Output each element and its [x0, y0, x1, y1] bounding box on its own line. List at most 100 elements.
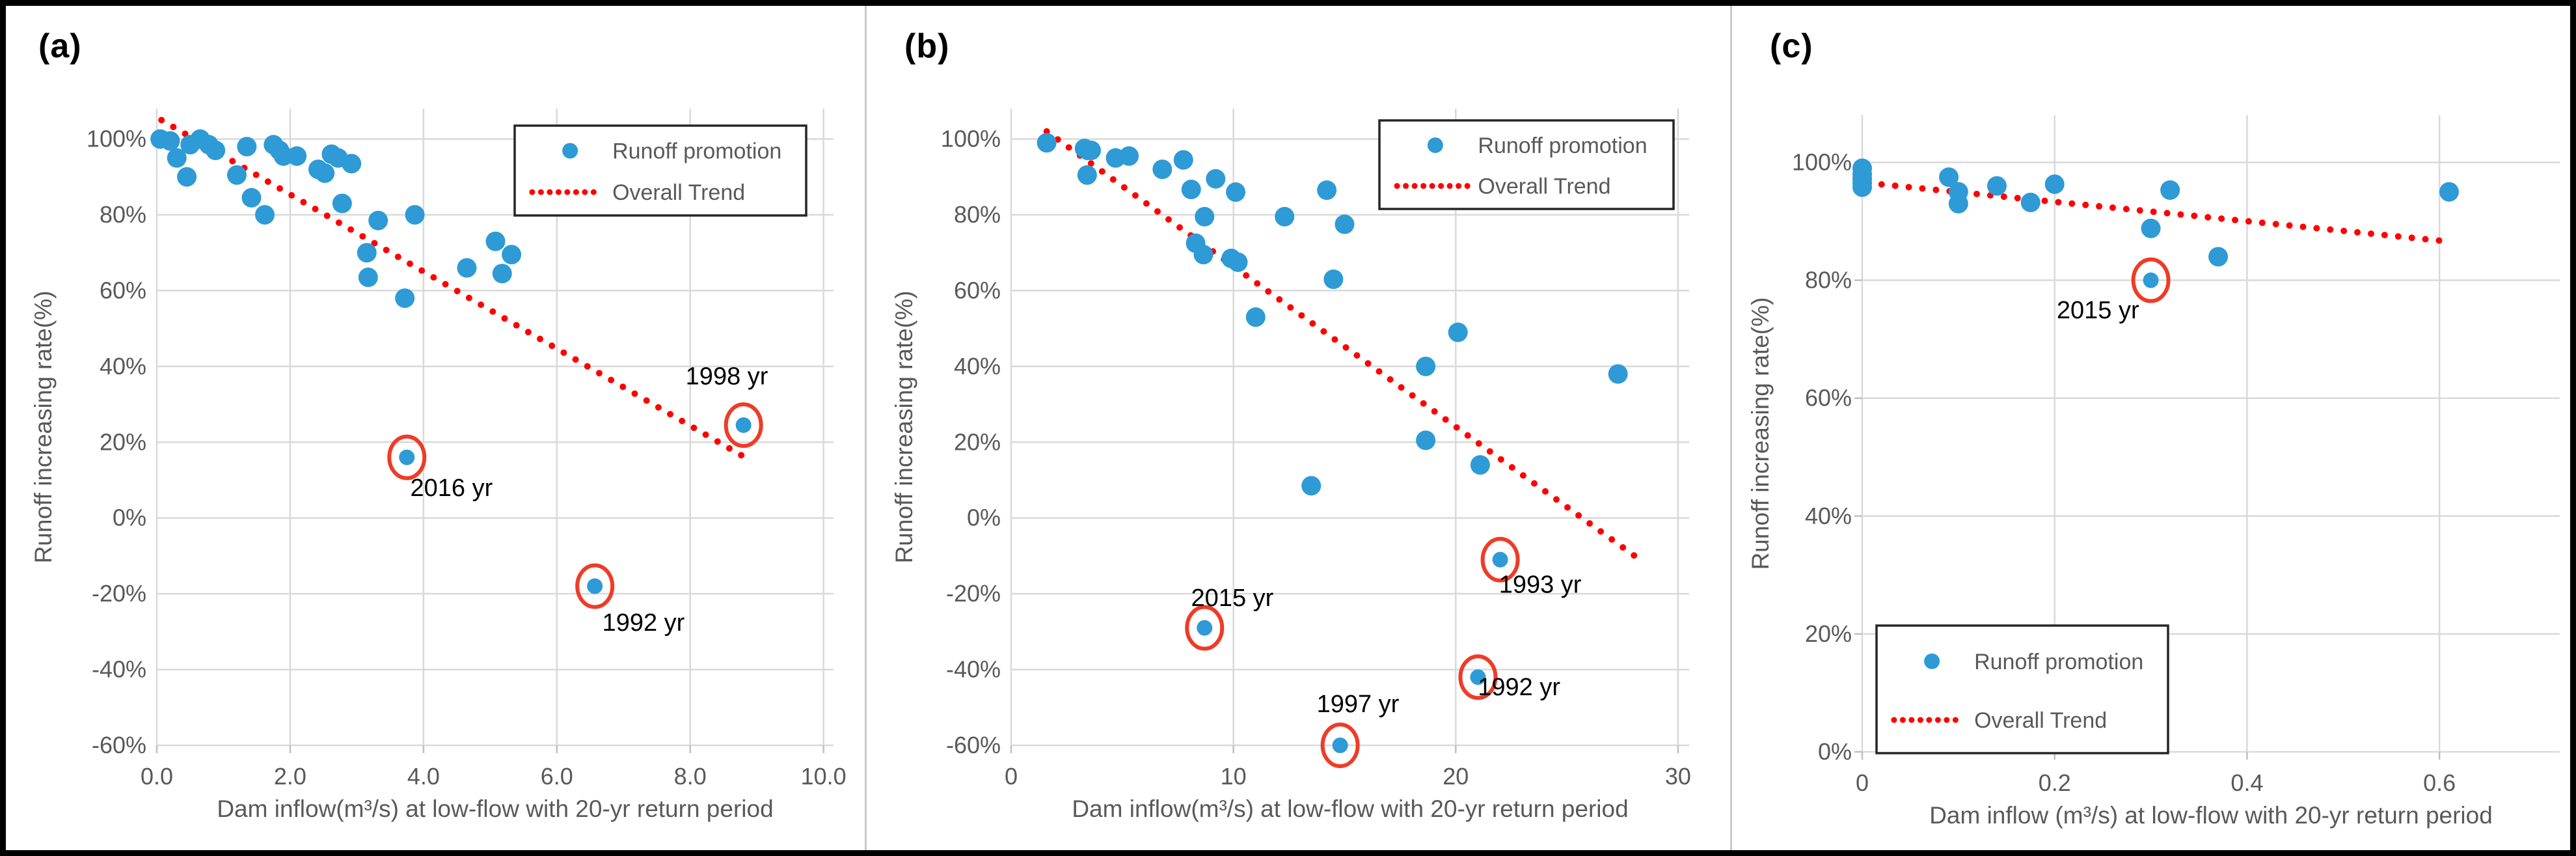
data-point — [2439, 182, 2459, 202]
data-point — [502, 245, 522, 265]
data-point — [1939, 167, 1959, 187]
data-point — [357, 243, 377, 263]
data-point — [358, 268, 378, 288]
y-tick-label: 0% — [113, 504, 146, 531]
panel-b: (b) 2015 yr 1997 yr 1992 yr 1993 yr 0 10 20 30 1… — [865, 6, 1730, 850]
panel-a-label: (a) — [38, 27, 82, 65]
y-tick-label: 80% — [100, 201, 146, 228]
data-point — [1195, 206, 1215, 227]
data-point — [160, 131, 180, 151]
y-tick-label: -20% — [92, 580, 146, 607]
data-point — [1416, 430, 1436, 450]
x-tick-label: 8.0 — [674, 763, 707, 790]
legend-box — [1378, 119, 1675, 210]
highlight-circle — [575, 563, 615, 609]
data-point — [177, 167, 197, 187]
y-tick-label: 100% — [941, 126, 1001, 152]
data-point — [1037, 133, 1057, 153]
circled-data-point — [2143, 272, 2159, 288]
data-point — [287, 146, 307, 166]
x-tick-label: 0 — [1856, 769, 1869, 796]
x-axis-title: Dam inflow(m³/s) at low-flow with 20-yr … — [217, 795, 773, 822]
y-tick-label: 80% — [1805, 267, 1852, 294]
x-tick-label: 0.2 — [2039, 769, 2071, 796]
data-point — [1323, 269, 1344, 289]
highlight-circle — [387, 434, 427, 480]
data-point — [1228, 252, 1248, 272]
legend-marker-label: Runoff promotion — [1974, 650, 2143, 674]
data-point — [492, 264, 512, 284]
circled-data-point — [1197, 620, 1213, 636]
y-tick-label: 100% — [87, 126, 146, 152]
x-tick-label: 20 — [1443, 763, 1469, 790]
data-point — [1226, 182, 1246, 202]
annotation-label: 1992 yr — [603, 609, 685, 637]
x-tick-label: 0.4 — [2230, 769, 2263, 796]
data-point — [1852, 177, 1872, 197]
annotation-label: 1997 yr — [1317, 691, 1400, 718]
y-tick-label: 60% — [100, 277, 146, 303]
legend-marker-icon — [1924, 653, 1940, 669]
y-tick-label: -40% — [92, 656, 146, 683]
x-tick-label: 6.0 — [541, 763, 573, 790]
y-tick-label: 20% — [1805, 620, 1852, 647]
legend-trend-label: Overall Trend — [1478, 174, 1610, 199]
panel-c-chart: 2015 yr 0 0.2 0.4 0.6 100% 80% 60% 40% 20% 0% Dam i… — [1747, 115, 2560, 829]
circled-data-point — [1332, 738, 1348, 753]
data-point — [332, 193, 352, 214]
data-point — [1245, 307, 1266, 327]
data-point — [1206, 169, 1226, 189]
y-tick-label: 60% — [954, 277, 1001, 303]
legend-trend-label: Overall Trend — [612, 180, 745, 205]
y-tick-label: 60% — [1805, 385, 1852, 411]
circled-data-point — [735, 417, 752, 434]
data-point — [226, 165, 247, 185]
x-tick-label: 10 — [1221, 763, 1247, 790]
y-tick-label: 40% — [100, 353, 146, 380]
highlight-circle — [1480, 536, 1520, 583]
x-tick-label: 2.0 — [274, 763, 306, 790]
x-tick-label: 10.0 — [801, 763, 847, 790]
trend-line — [1043, 128, 1646, 565]
y-tick-label: 80% — [954, 201, 1001, 228]
highlight-circle — [2131, 257, 2171, 303]
legend-marker-icon — [1427, 137, 1443, 154]
legend-box — [1875, 624, 2169, 754]
y-tick-label: 20% — [100, 428, 146, 455]
data-point — [1119, 146, 1139, 166]
panel-a-chart: 2016 yr 1992 yr 1998 yr 0.0 2.0 4.0 6.0 8.0 10.0… — [30, 109, 847, 822]
y-axis-title: Runoff increasing rate(%) — [1747, 297, 1774, 570]
highlight-circle — [1320, 723, 1360, 768]
y-tick-label: -60% — [946, 732, 1001, 758]
y-tick-label: 100% — [1792, 148, 1852, 175]
circled-data-point — [587, 578, 603, 594]
panel-b-chart: 2015 yr 1997 yr 1992 yr 1993 yr 0 10 20 30 100% 8… — [891, 109, 1691, 822]
x-tick-label: 0.6 — [2423, 769, 2456, 796]
data-point — [1275, 206, 1295, 227]
data-point — [2208, 247, 2229, 267]
data-point — [485, 231, 506, 251]
legend-trend-label: Overall Trend — [1974, 708, 2107, 733]
annotation-label: 2015 yr — [2057, 297, 2139, 324]
y-axis-title: Runoff increasing rate(%) — [891, 291, 917, 564]
data-point — [1317, 180, 1337, 200]
highlight-circle — [724, 402, 763, 449]
data-point — [1335, 214, 1355, 234]
y-tick-label: 0% — [967, 504, 1001, 531]
data-point — [405, 205, 425, 225]
x-tick-label: 4.0 — [407, 763, 440, 790]
panel-a: (a) 2016 yr 1992 yr 1998 yr 0.0 2.0 4.0 6.0 8.0… — [6, 6, 865, 850]
annotation-label: 1993 yr — [1499, 572, 1582, 599]
y-tick-label: 0% — [1818, 738, 1852, 765]
highlight-circle — [1185, 605, 1225, 651]
data-point — [2141, 218, 2161, 238]
legend-marker-label: Runoff promotion — [612, 139, 781, 164]
y-tick-label: 20% — [954, 428, 1001, 455]
x-axis-title: Dam inflow (m³/s) at low-flow with 20-yr… — [1929, 802, 2493, 829]
annotation-label: 2015 yr — [1191, 585, 1274, 612]
x-tick-label: 30 — [1665, 763, 1691, 790]
data-point — [1193, 245, 1213, 265]
legend-marker-icon — [562, 143, 578, 159]
circled-data-point — [1470, 669, 1486, 685]
annotation-label: 2016 yr — [411, 475, 493, 502]
